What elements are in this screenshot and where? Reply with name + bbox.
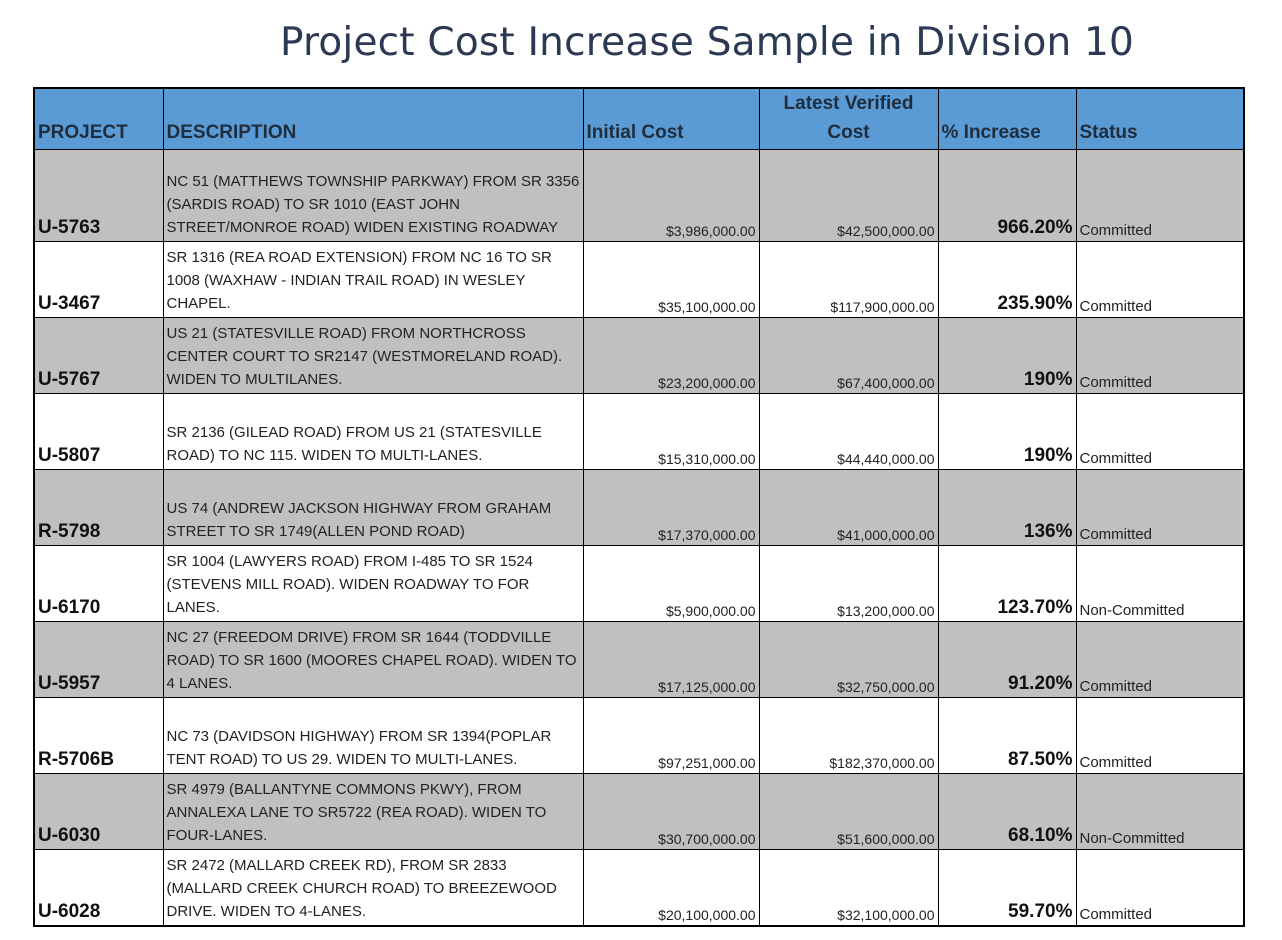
table-row: U-6170 SR 1004 (LAWYERS ROAD) FROM I-485…	[33, 545, 1245, 622]
project-status: Committed	[1075, 849, 1245, 926]
initial-cost: $30,700,000.00	[582, 773, 760, 850]
project-id: U-6170	[33, 545, 164, 622]
project-description: US 74 (ANDREW JACKSON HIGHWAY FROM GRAHA…	[162, 469, 584, 546]
header-latest-cost-line2: Cost	[827, 122, 870, 143]
project-status: Committed	[1075, 621, 1245, 698]
project-id: U-6028	[33, 849, 164, 926]
project-status: Committed	[1075, 393, 1245, 470]
header-status: Status	[1075, 87, 1245, 150]
percent-increase: 235.90%	[937, 241, 1077, 318]
header-description: DESCRIPTION	[162, 87, 584, 150]
project-id: R-5798	[33, 469, 164, 546]
project-status: Committed	[1075, 697, 1245, 774]
latest-cost: $182,370,000.00	[758, 697, 939, 774]
project-description: SR 1316 (REA ROAD EXTENSION) FROM NC 16 …	[162, 241, 584, 318]
table-header-row: PROJECT DESCRIPTION Initial Cost Latest …	[33, 87, 1245, 150]
latest-cost: $32,750,000.00	[758, 621, 939, 698]
project-description: NC 73 (DAVIDSON HIGHWAY) FROM SR 1394(PO…	[162, 697, 584, 774]
initial-cost: $15,310,000.00	[582, 393, 760, 470]
table-row: U-5763 NC 51 (MATTHEWS TOWNSHIP PARKWAY)…	[33, 149, 1245, 242]
header-latest-cost-line1: Latest Verified	[783, 93, 914, 114]
initial-cost: $35,100,000.00	[582, 241, 760, 318]
latest-cost: $32,100,000.00	[758, 849, 939, 926]
percent-increase: 190%	[937, 317, 1077, 394]
project-description: NC 27 (FREEDOM DRIVE) FROM SR 1644 (TODD…	[162, 621, 584, 698]
project-status: Non-Committed	[1075, 545, 1245, 622]
project-status: Committed	[1075, 317, 1245, 394]
initial-cost: $97,251,000.00	[582, 697, 760, 774]
percent-increase: 91.20%	[937, 621, 1077, 698]
project-id: U-5807	[33, 393, 164, 470]
percent-increase: 190%	[937, 393, 1077, 470]
project-status: Committed	[1075, 149, 1245, 242]
project-status: Non-Committed	[1075, 773, 1245, 850]
project-id: R-5706B	[33, 697, 164, 774]
header-project: PROJECT	[33, 87, 164, 150]
table-row: R-5706B NC 73 (DAVIDSON HIGHWAY) FROM SR…	[33, 697, 1245, 774]
page-title: Project Cost Increase Sample in Division…	[279, 20, 1135, 65]
project-description: NC 51 (MATTHEWS TOWNSHIP PARKWAY) FROM S…	[162, 149, 584, 242]
table-row: U-5957 NC 27 (FREEDOM DRIVE) FROM SR 164…	[33, 621, 1245, 698]
project-description: SR 4979 (BALLANTYNE COMMONS PKWY), FROM …	[162, 773, 584, 850]
initial-cost: $23,200,000.00	[582, 317, 760, 394]
cost-increase-table: PROJECT DESCRIPTION Initial Cost Latest …	[33, 87, 1245, 927]
percent-increase: 87.50%	[937, 697, 1077, 774]
project-id: U-5767	[33, 317, 164, 394]
latest-cost: $42,500,000.00	[758, 149, 939, 242]
project-description: SR 1004 (LAWYERS ROAD) FROM I-485 TO SR …	[162, 545, 584, 622]
project-description: SR 2136 (GILEAD ROAD) FROM US 21 (STATES…	[162, 393, 584, 470]
table-row: U-3467 SR 1316 (REA ROAD EXTENSION) FROM…	[33, 241, 1245, 318]
project-description: US 21 (STATESVILLE ROAD) FROM NORTHCROSS…	[162, 317, 584, 394]
project-id: U-3467	[33, 241, 164, 318]
initial-cost: $5,900,000.00	[582, 545, 760, 622]
percent-increase: 123.70%	[937, 545, 1077, 622]
header-increase: % Increase	[937, 87, 1077, 150]
initial-cost: $17,370,000.00	[582, 469, 760, 546]
latest-cost: $44,440,000.00	[758, 393, 939, 470]
percent-increase: 136%	[937, 469, 1077, 546]
table-row: U-5807 SR 2136 (GILEAD ROAD) FROM US 21 …	[33, 393, 1245, 470]
latest-cost: $67,400,000.00	[758, 317, 939, 394]
project-id: U-6030	[33, 773, 164, 850]
latest-cost: $117,900,000.00	[758, 241, 939, 318]
project-status: Committed	[1075, 241, 1245, 318]
percent-increase: 68.10%	[937, 773, 1077, 850]
latest-cost: $41,000,000.00	[758, 469, 939, 546]
table-row: U-6030 SR 4979 (BALLANTYNE COMMONS PKWY)…	[33, 773, 1245, 850]
percent-increase: 59.70%	[937, 849, 1077, 926]
project-id: U-5957	[33, 621, 164, 698]
table-row: U-6028 SR 2472 (MALLARD CREEK RD), FROM …	[33, 849, 1245, 926]
initial-cost: $20,100,000.00	[582, 849, 760, 926]
percent-increase: 966.20%	[937, 149, 1077, 242]
latest-cost: $13,200,000.00	[758, 545, 939, 622]
initial-cost: $17,125,000.00	[582, 621, 760, 698]
header-initial-cost: Initial Cost	[582, 87, 760, 150]
table-row: U-5767 US 21 (STATESVILLE ROAD) FROM NOR…	[33, 317, 1245, 394]
project-status: Committed	[1075, 469, 1245, 546]
project-id: U-5763	[33, 149, 164, 242]
table-row: R-5798 US 74 (ANDREW JACKSON HIGHWAY FRO…	[33, 469, 1245, 546]
initial-cost: $3,986,000.00	[582, 149, 760, 242]
header-latest-cost: Latest Verified Cost	[758, 87, 939, 150]
project-description: SR 2472 (MALLARD CREEK RD), FROM SR 2833…	[162, 849, 584, 926]
latest-cost: $51,600,000.00	[758, 773, 939, 850]
